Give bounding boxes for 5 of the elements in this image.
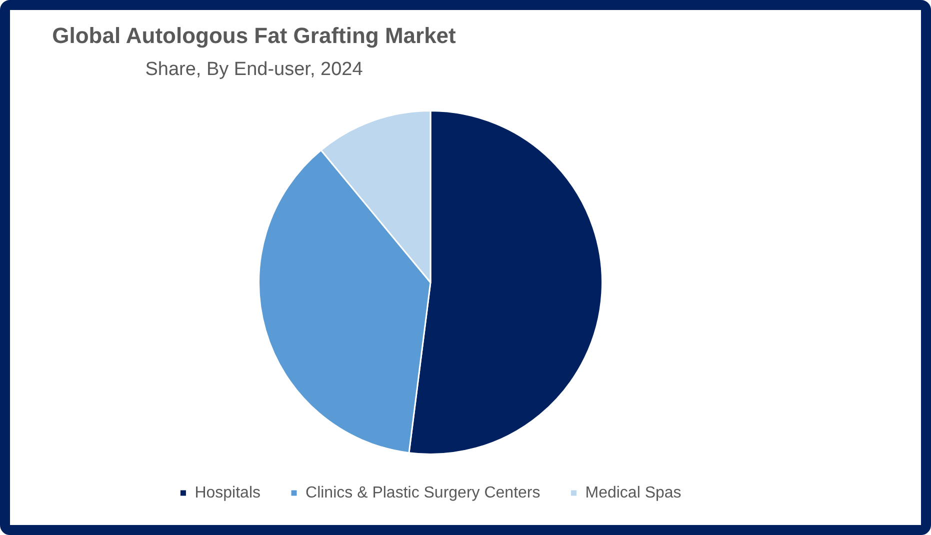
legend-label: Hospitals xyxy=(194,484,261,502)
legend-label: Clinics & Plastic Surgery Centers xyxy=(306,484,540,502)
legend-label: Medical Spas xyxy=(585,484,682,502)
chart-subtitle: Share, By End-user, 2024 xyxy=(144,58,364,82)
chart-title: Global Autologous Fat Grafting Market xyxy=(51,22,457,50)
